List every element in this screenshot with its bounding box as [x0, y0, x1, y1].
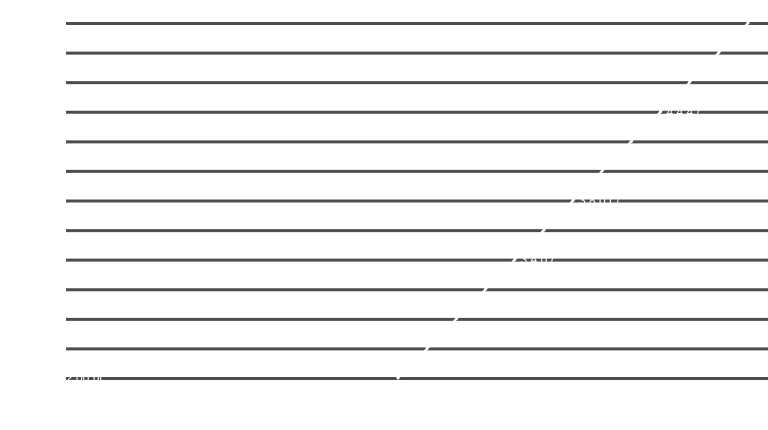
data-point-3 [484, 287, 487, 291]
data-point-7 [600, 169, 604, 173]
data-point-0 [396, 376, 400, 380]
point-label-3: 4 4 4 / [667, 105, 701, 119]
point-labels: 2,00 bl 3,4,0 / 3,8 0 r / 4 4 4 / [66, 105, 701, 385]
data-point-9 [659, 110, 662, 114]
series-layer [396, 21, 750, 380]
data-point-10 [688, 80, 692, 84]
data-point-5 [542, 228, 546, 232]
data-point-12 [746, 21, 750, 25]
data-point-11 [717, 51, 721, 55]
point-label-2: 3,8 0 r / [579, 194, 620, 208]
data-point-6 [571, 199, 575, 202]
data-point-8 [629, 139, 633, 143]
point-label-0: 2,00 bl [66, 371, 102, 385]
grid-lines [66, 22, 768, 380]
data-point-4 [513, 258, 517, 262]
data-point-1 [425, 346, 429, 350]
point-label-1: 3,4,0 / [521, 253, 555, 267]
data-point-2 [454, 317, 458, 321]
